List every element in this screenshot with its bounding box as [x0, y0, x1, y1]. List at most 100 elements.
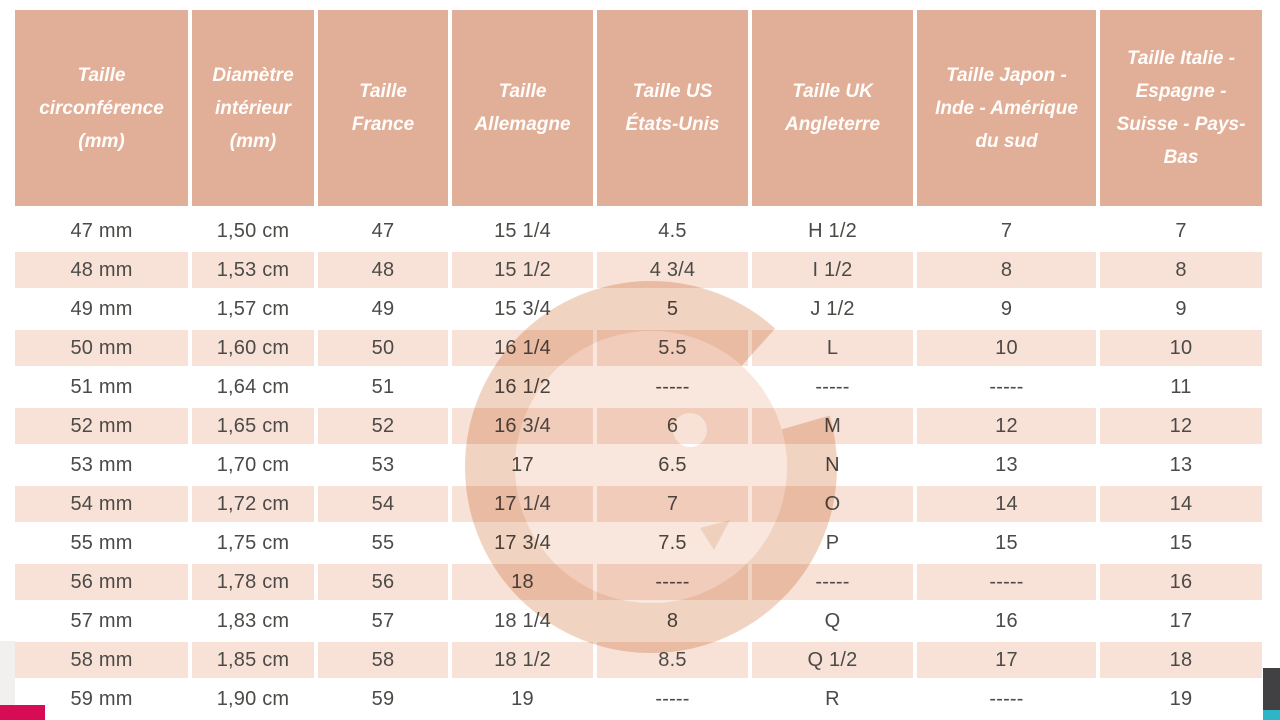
- table-cell: 47 mm: [15, 213, 192, 252]
- table-cell: 19: [452, 681, 597, 720]
- table-cell: 1,72 cm: [192, 486, 318, 525]
- table-cell: R: [752, 681, 917, 720]
- ring-size-conversion-table: Taille circonférence (mm) Diamètre intér…: [15, 10, 1262, 720]
- bottom-left-accent-bar: [0, 705, 45, 720]
- table-cell: 5: [597, 291, 752, 330]
- column-header-us: Taille US États-Unis: [597, 10, 752, 213]
- table-cell: 9: [917, 291, 1100, 330]
- table-row: 58 mm 1,85 cm 58 18 1/2 8.5 Q 1/2 17 18: [15, 642, 1262, 681]
- table-row: 47 mm 1,50 cm 47 15 1/4 4.5 H 1/2 7 7: [15, 213, 1262, 252]
- table-cell: 7: [917, 213, 1100, 252]
- table-cell: 12: [1100, 408, 1262, 447]
- table-cell: 6: [597, 408, 752, 447]
- table-cell: -----: [917, 564, 1100, 603]
- table-cell: 53: [318, 447, 452, 486]
- table-cell: 12: [917, 408, 1100, 447]
- table-cell: -----: [597, 369, 752, 408]
- table-cell: N: [752, 447, 917, 486]
- table-cell: 17 1/4: [452, 486, 597, 525]
- table-cell: H 1/2: [752, 213, 917, 252]
- table-cell: 16 1/4: [452, 330, 597, 369]
- table-cell: 56: [318, 564, 452, 603]
- table-cell: 19: [1100, 681, 1262, 720]
- table-cell: 18: [452, 564, 597, 603]
- table-cell: 15 3/4: [452, 291, 597, 330]
- table-cell: 52 mm: [15, 408, 192, 447]
- table-cell: 14: [917, 486, 1100, 525]
- floating-button-partial[interactable]: [1263, 668, 1280, 710]
- table-cell: -----: [597, 681, 752, 720]
- table-cell: 6.5: [597, 447, 752, 486]
- table-cell: 15: [1100, 525, 1262, 564]
- table-row: 52 mm 1,65 cm 52 16 3/4 6 M 12 12: [15, 408, 1262, 447]
- column-header-france: Taille France: [318, 10, 452, 213]
- table-cell: O: [752, 486, 917, 525]
- table-cell: L: [752, 330, 917, 369]
- table-cell: 1,57 cm: [192, 291, 318, 330]
- table-cell: 1,53 cm: [192, 252, 318, 291]
- table-cell: 55 mm: [15, 525, 192, 564]
- column-header-inner-diameter: Diamètre intérieur (mm): [192, 10, 318, 213]
- table-row: 56 mm 1,78 cm 56 18 ----- ----- ----- 16: [15, 564, 1262, 603]
- table-cell: 56 mm: [15, 564, 192, 603]
- table-cell: M: [752, 408, 917, 447]
- table-cell: 49: [318, 291, 452, 330]
- table-cell: 47: [318, 213, 452, 252]
- table-cell: -----: [917, 681, 1100, 720]
- table-cell: 8: [917, 252, 1100, 291]
- table-cell: P: [752, 525, 917, 564]
- table-row: 59 mm 1,90 cm 59 19 ----- R ----- 19: [15, 681, 1262, 720]
- table-cell: 7: [1100, 213, 1262, 252]
- bottom-right-accent-strip: [1263, 710, 1280, 720]
- table-cell: Q: [752, 603, 917, 642]
- table-row: 51 mm 1,64 cm 51 16 1/2 ----- ----- ----- 11: [15, 369, 1262, 408]
- table-cell: 16: [1100, 564, 1262, 603]
- table-cell: 50: [318, 330, 452, 369]
- table-cell: 58 mm: [15, 642, 192, 681]
- table-cell: 1,75 cm: [192, 525, 318, 564]
- table-cell: 11: [1100, 369, 1262, 408]
- table-cell: 15 1/2: [452, 252, 597, 291]
- table-cell: 57: [318, 603, 452, 642]
- header-row: Taille circonférence (mm) Diamètre intér…: [15, 10, 1262, 213]
- column-header-japan-india: Taille Japon - Inde - Amérique du sud: [917, 10, 1100, 213]
- table-cell: 8.5: [597, 642, 752, 681]
- left-margin-strip: [0, 641, 15, 705]
- table-cell: 16: [917, 603, 1100, 642]
- table-row: 49 mm 1,57 cm 49 15 3/4 5 J 1/2 9 9: [15, 291, 1262, 330]
- table-cell: 55: [318, 525, 452, 564]
- table-row: 48 mm 1,53 cm 48 15 1/2 4 3/4 I 1/2 8 8: [15, 252, 1262, 291]
- column-header-circumference: Taille circonférence (mm): [15, 10, 192, 213]
- table-cell: -----: [917, 369, 1100, 408]
- table-cell: 49 mm: [15, 291, 192, 330]
- table-cell: -----: [597, 564, 752, 603]
- column-header-uk: Taille UK Angleterre: [752, 10, 917, 213]
- table-cell: 1,90 cm: [192, 681, 318, 720]
- table-body: 47 mm 1,50 cm 47 15 1/4 4.5 H 1/2 7 7 48 mm 1,53 …: [15, 213, 1262, 720]
- table-cell: 1,64 cm: [192, 369, 318, 408]
- table-cell: 58: [318, 642, 452, 681]
- column-header-italy-spain: Taille Italie - Espagne - Suisse - Pays-…: [1100, 10, 1262, 213]
- table-cell: 18 1/2: [452, 642, 597, 681]
- table-cell: 17: [452, 447, 597, 486]
- table-cell: 17: [917, 642, 1100, 681]
- ring-size-table-wrap: Taille circonférence (mm) Diamètre intér…: [15, 10, 1262, 720]
- table-cell: 53 mm: [15, 447, 192, 486]
- table-row: 55 mm 1,75 cm 55 17 3/4 7.5 P 15 15: [15, 525, 1262, 564]
- table-cell: 50 mm: [15, 330, 192, 369]
- table-cell: 48 mm: [15, 252, 192, 291]
- table-cell: 4 3/4: [597, 252, 752, 291]
- table-cell: 13: [917, 447, 1100, 486]
- table-cell: Q 1/2: [752, 642, 917, 681]
- table-cell: 8: [597, 603, 752, 642]
- table-cell: -----: [752, 369, 917, 408]
- table-cell: 1,78 cm: [192, 564, 318, 603]
- table-cell: -----: [752, 564, 917, 603]
- table-row: 53 mm 1,70 cm 53 17 6.5 N 13 13: [15, 447, 1262, 486]
- table-cell: 1,50 cm: [192, 213, 318, 252]
- table-cell: 13: [1100, 447, 1262, 486]
- table-cell: 52: [318, 408, 452, 447]
- table-cell: I 1/2: [752, 252, 917, 291]
- table-cell: 54: [318, 486, 452, 525]
